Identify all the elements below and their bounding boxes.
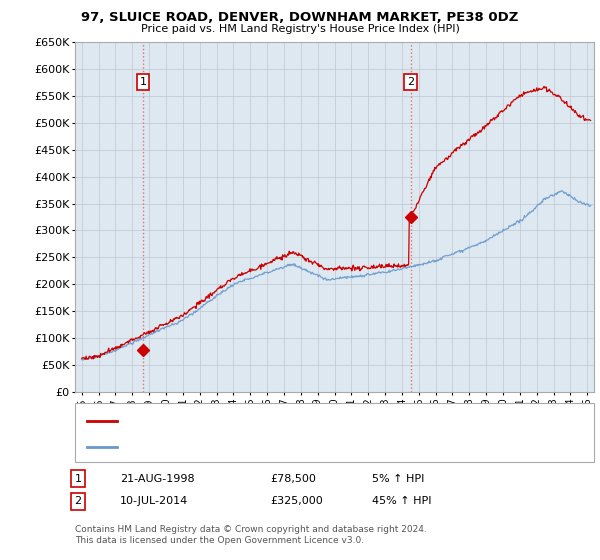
Text: 45% ↑ HPI: 45% ↑ HPI [372, 496, 431, 506]
Text: 2: 2 [407, 77, 415, 87]
Text: 97, SLUICE ROAD, DENVER, DOWNHAM MARKET, PE38 0DZ (detached house): 97, SLUICE ROAD, DENVER, DOWNHAM MARKET,… [126, 416, 505, 426]
Text: Price paid vs. HM Land Registry's House Price Index (HPI): Price paid vs. HM Land Registry's House … [140, 24, 460, 34]
Text: 5% ↑ HPI: 5% ↑ HPI [372, 474, 424, 484]
Text: 97, SLUICE ROAD, DENVER, DOWNHAM MARKET, PE38 0DZ: 97, SLUICE ROAD, DENVER, DOWNHAM MARKET,… [82, 11, 518, 24]
Text: £325,000: £325,000 [270, 496, 323, 506]
Text: HPI: Average price, detached house, King's Lynn and West Norfolk: HPI: Average price, detached house, King… [126, 442, 449, 452]
Text: Contains HM Land Registry data © Crown copyright and database right 2024.
This d: Contains HM Land Registry data © Crown c… [75, 525, 427, 545]
Text: 21-AUG-1998: 21-AUG-1998 [120, 474, 194, 484]
Text: £78,500: £78,500 [270, 474, 316, 484]
Text: 2: 2 [74, 496, 82, 506]
Text: 10-JUL-2014: 10-JUL-2014 [120, 496, 188, 506]
Text: 1: 1 [74, 474, 82, 484]
Text: 1: 1 [140, 77, 146, 87]
